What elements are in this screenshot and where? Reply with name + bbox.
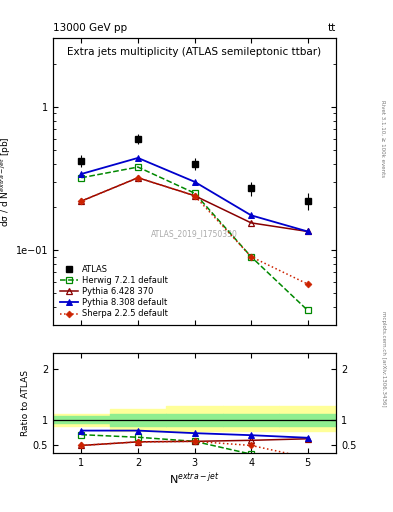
Text: Rivet 3.1.10, ≥ 100k events: Rivet 3.1.10, ≥ 100k events	[381, 100, 386, 177]
Text: tt: tt	[328, 23, 336, 33]
Text: ATLAS_2019_I1750330: ATLAS_2019_I1750330	[151, 229, 238, 238]
Y-axis label: Ratio to ATLAS: Ratio to ATLAS	[21, 370, 30, 436]
Text: mcplots.cern.ch [arXiv:1306.3436]: mcplots.cern.ch [arXiv:1306.3436]	[381, 311, 386, 406]
Y-axis label: dσ / d N$^{extra-jet}$ [pb]: dσ / d N$^{extra-jet}$ [pb]	[0, 136, 13, 227]
Legend: ATLAS, Herwig 7.2.1 default, Pythia 6.428 370, Pythia 8.308 default, Sherpa 2.2.: ATLAS, Herwig 7.2.1 default, Pythia 6.42…	[57, 263, 171, 321]
Text: 13000 GeV pp: 13000 GeV pp	[53, 23, 127, 33]
X-axis label: N$^{extra-jet}$: N$^{extra-jet}$	[169, 471, 220, 487]
Text: Extra jets multiplicity (ATLAS semileptonic ttbar): Extra jets multiplicity (ATLAS semilepto…	[68, 47, 321, 57]
